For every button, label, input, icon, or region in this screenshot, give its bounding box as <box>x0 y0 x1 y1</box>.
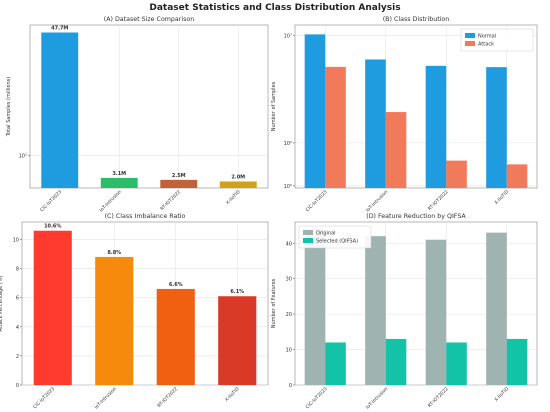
panel-c-title: (C) Class Imbalance Ratio <box>105 213 186 220</box>
panel-d-xtick-label: X-IIoTID <box>493 386 510 403</box>
panel-d-ytick-label: 30 <box>286 277 292 283</box>
panel-a-ytick-label: 10¹ <box>19 153 27 159</box>
panel-d-bar-original-3 <box>486 232 507 385</box>
panel-b-title: (B) Class Distribution <box>383 16 450 23</box>
panel-a-ylabel: Total Samples (millions) <box>6 77 12 137</box>
panel-b-xtick-label: IoT-Intrusion <box>365 189 389 213</box>
panel-a-bar-3 <box>219 181 257 188</box>
panel-b-bar-normal-2 <box>425 65 447 188</box>
panel-b-bar-attack-0 <box>325 66 346 188</box>
panel-b-legend-label: Normal <box>478 34 496 40</box>
panel-c-value-label: 6.1% <box>230 289 244 295</box>
panel-a-value-label: 3.1M <box>112 171 126 177</box>
panel-b-legend <box>460 28 534 52</box>
panel-a-xtick-label: IoT-Intrusion <box>98 189 122 213</box>
panel-b-ytick-label: 10⁰ <box>284 184 292 190</box>
panel-a-value-label: 2.0M <box>231 174 245 180</box>
panel-a-bar-0 <box>41 32 79 188</box>
panel-a-value-label: 2.5M <box>172 173 186 179</box>
panel-d-bar-selected-qifsa--1 <box>385 338 407 385</box>
panel-c-xtick-label: X-IIoTID <box>224 386 241 403</box>
panel-d-bar-original-1 <box>365 236 386 385</box>
panel-b-bar-attack-3 <box>506 164 528 188</box>
panel-d-ytick-label: 0 <box>289 383 292 389</box>
panel-a-value-label: 47.7M <box>51 25 68 31</box>
panel-a-title: (A) Dataset Size Comparison <box>104 16 195 23</box>
panel-d-xtick-label: IoT-Intrusion <box>365 386 389 410</box>
panel-d-xtick-label: CIC-IoT2023 <box>305 386 329 410</box>
panel-c-ytick-label: 6 <box>16 296 19 302</box>
panel-c-ylabel: Attack Percentage (%) <box>0 275 4 331</box>
panel-c-xtick-label: CIC-IoT2023 <box>32 386 56 410</box>
panel-d-legend-swatch <box>303 238 313 243</box>
panel-a-xtick-label: X-IIoTID <box>225 189 242 206</box>
panel-d-legend-label: Selected (QIFSA) <box>316 239 358 245</box>
panel-d-xtick-label: RT-IOT2022 <box>427 386 450 409</box>
panel-b-ytick-label: 10² <box>284 141 292 147</box>
panel-a-xtick-label: CIC-IoT2023 <box>39 189 63 213</box>
panel-b-ytick-label: 10⁷ <box>284 33 292 39</box>
panel-c-bar-1 <box>95 256 134 385</box>
panel-c-ytick-label: 2 <box>16 354 19 360</box>
panel-d-bar-selected-qifsa--2 <box>446 342 467 385</box>
panel-d-bar-original-0 <box>304 229 326 385</box>
panel-d-ytick-label: 40 <box>286 241 292 247</box>
panel-d-bar-original-2 <box>425 239 447 385</box>
panel-a-xtick-label: RT-IOT2022 <box>159 189 182 212</box>
panel-d-ytick-label: 20 <box>286 312 292 318</box>
panel-c-ytick-label: 0 <box>16 383 19 389</box>
panel-c-value-label: 6.6% <box>169 282 183 288</box>
panel-a-bar-1 <box>100 177 138 188</box>
panel-d-legend-label: Original <box>316 231 336 237</box>
panel-b-bar-normal-3 <box>486 67 507 188</box>
panel-c-ytick-label: 4 <box>16 325 19 331</box>
panel-b-bar-normal-0 <box>304 34 326 188</box>
panel-b-xtick-label: X-IIoTID <box>493 189 510 206</box>
panel-d-title: (D) Feature Reduction by QIFSA <box>366 213 466 220</box>
panel-c-xtick-label: RT-IOT2022 <box>156 386 179 409</box>
panel-d-ytick-label: 10 <box>286 348 292 354</box>
panel-b-xtick-label: CIC-IoT2023 <box>305 189 329 213</box>
panel-d-legend <box>298 225 372 249</box>
panel-c-bar-2 <box>156 288 195 385</box>
panel-b-ylabel: Number of Samples <box>271 81 277 131</box>
panel-a-bar-2 <box>160 179 198 188</box>
panel-b-legend-label: Attack <box>478 42 494 48</box>
panel-d-legend-swatch <box>303 230 313 235</box>
panel-b-legend-swatch <box>465 33 475 38</box>
panel-c-bar-3 <box>218 296 257 385</box>
panel-c-value-label: 10.6% <box>44 224 61 230</box>
panel-c-xtick-label: IoT-Intrusion <box>93 386 117 410</box>
panel-b-xtick-label: RT-IOT2022 <box>427 189 450 212</box>
panel-b-bar-normal-1 <box>365 59 386 188</box>
panel-d-bar-selected-qifsa--3 <box>506 338 528 385</box>
panel-b-bar-attack-1 <box>385 112 407 188</box>
panel-b-bar-attack-2 <box>446 160 467 188</box>
panel-b-legend-swatch <box>465 41 475 46</box>
panel-c-ytick-label: 10 <box>13 237 19 243</box>
panel-c-value-label: 8.8% <box>107 250 121 256</box>
panel-c-ytick-label: 8 <box>16 267 19 273</box>
panel-d-ylabel: Number of Features <box>271 278 277 328</box>
figure-suptitle: Dataset Statistics and Class Distributio… <box>149 3 401 13</box>
panel-c-bar-0 <box>33 230 72 385</box>
panel-d-bar-selected-qifsa--0 <box>325 342 346 385</box>
